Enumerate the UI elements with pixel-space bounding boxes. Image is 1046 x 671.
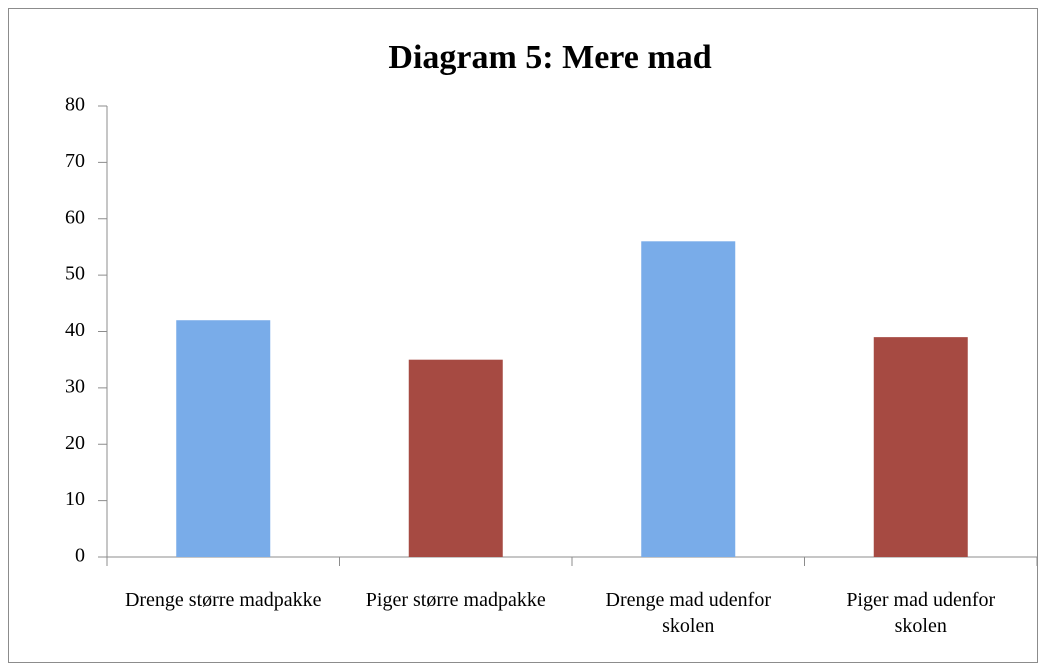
y-tick-label: 0 [75, 545, 85, 567]
y-tick-label: 70 [65, 150, 85, 172]
y-tick-label: 60 [65, 206, 85, 228]
bar [408, 359, 503, 557]
x-tick-label: Piger større madpakke [365, 589, 546, 611]
y-tick-label: 80 [65, 94, 85, 116]
chart-title: Diagram 5: Mere mad [388, 39, 711, 76]
bar [176, 320, 271, 557]
bar [641, 241, 736, 558]
y-tick-label: 20 [65, 432, 85, 454]
y-tick-label: 40 [65, 319, 85, 341]
y-tick-label: 30 [65, 375, 85, 397]
x-tick-label: Drenge mad udenfor skolen [605, 589, 772, 637]
bar [873, 337, 968, 557]
y-tick-label: 50 [65, 263, 85, 285]
chart-border [8, 8, 1038, 663]
x-tick-label: Drenge større madpakke [124, 589, 322, 611]
x-tick-label: Piger mad udenfor skolen [846, 589, 996, 637]
y-tick-label: 10 [65, 488, 85, 510]
